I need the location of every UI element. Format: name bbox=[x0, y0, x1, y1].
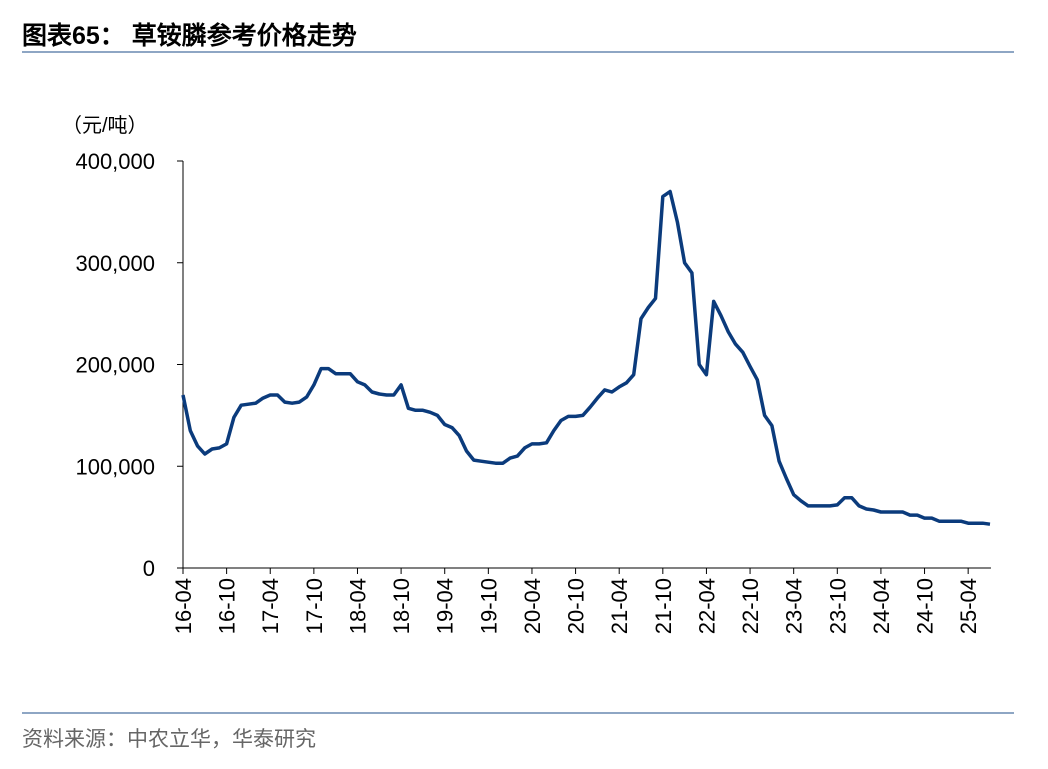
x-tick-label: 25-04 bbox=[956, 578, 981, 634]
x-tick-label: 23-10 bbox=[825, 578, 850, 634]
x-tick-label: 19-10 bbox=[476, 578, 501, 634]
y-tick-label: 200,000 bbox=[75, 353, 155, 378]
x-tick-label: 16-04 bbox=[171, 578, 196, 634]
chart-title: 图表65： 草铵膦参考价格走势 bbox=[22, 21, 357, 50]
x-tick-label: 16-10 bbox=[215, 578, 240, 634]
x-tick-label: 22-10 bbox=[738, 578, 763, 634]
x-tick-label: 21-10 bbox=[651, 578, 676, 634]
x-tick-label: 18-04 bbox=[345, 578, 370, 634]
x-tick-label: 19-04 bbox=[433, 578, 458, 634]
x-tick-label: 22-04 bbox=[694, 578, 719, 634]
x-tick-label: 18-10 bbox=[389, 578, 414, 634]
x-tick-label: 17-04 bbox=[258, 578, 283, 634]
y-tick-label: 300,000 bbox=[75, 251, 155, 276]
x-tick-label: 17-10 bbox=[302, 578, 327, 634]
price-line bbox=[181, 189, 991, 526]
x-tick-label: 23-04 bbox=[782, 578, 807, 634]
x-tick-label: 21-04 bbox=[607, 578, 632, 634]
y-axis-label: （元/吨） bbox=[62, 114, 148, 137]
y-tick-label: 400,000 bbox=[75, 149, 155, 174]
y-tick-label: 100,000 bbox=[75, 454, 155, 479]
y-tick-label: 0 bbox=[143, 556, 155, 581]
x-tick-label: 20-04 bbox=[520, 578, 545, 634]
x-tick-label: 24-10 bbox=[913, 578, 938, 634]
x-tick-label: 20-10 bbox=[564, 578, 589, 634]
x-tick-label: 24-04 bbox=[869, 578, 894, 634]
source-note: 资料来源：中农立华，华泰研究 bbox=[22, 728, 316, 751]
